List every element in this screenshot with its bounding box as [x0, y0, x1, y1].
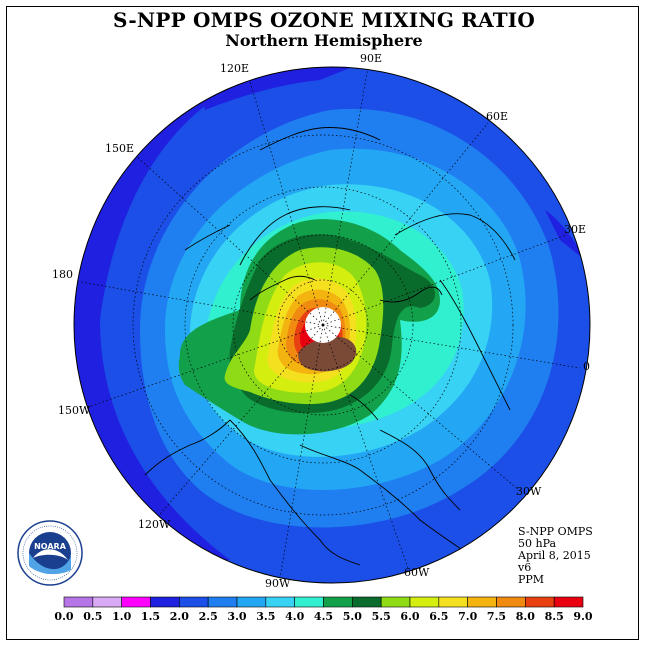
colorbar-label: 6.5	[429, 610, 448, 623]
colorbar-bin	[525, 596, 555, 608]
info-instrument: S-NPP OMPS	[518, 525, 593, 538]
logo-text: NOARA	[34, 542, 67, 551]
colorbar-label: 7.0	[458, 610, 477, 623]
colorbar-label: 3.5	[256, 610, 275, 623]
colorbar-bin	[150, 596, 180, 608]
ozone-field	[74, 67, 590, 583]
lon-label-180: 180	[52, 268, 73, 281]
meridians	[74, 67, 581, 579]
noaa-logo: NOARA	[17, 520, 83, 586]
colorbar-bin	[92, 596, 122, 608]
colorbar-label: 1.0	[112, 610, 131, 623]
colorbar-bin	[121, 596, 151, 608]
lon-label-150e: 150E	[105, 142, 134, 155]
colorbar-label: 1.5	[141, 610, 160, 623]
colorbar-label: 4.5	[314, 610, 333, 623]
contour-1.5-north	[200, 67, 360, 110]
colorbar-label: 4.0	[285, 610, 304, 623]
colorbar-label: 0.5	[83, 610, 102, 623]
colorbar-label: 0.0	[54, 610, 73, 623]
lon-label-90w: 90W	[265, 577, 291, 590]
map-title: S-NPP OMPS OZONE MIXING RATIO	[113, 8, 535, 32]
colorbar-bin	[496, 596, 526, 608]
info-units: PPM	[518, 573, 545, 586]
colorbar-bin	[294, 596, 324, 608]
colorbar-bin	[179, 596, 209, 608]
colorbar-bin	[207, 596, 238, 608]
contour-9.0	[298, 336, 357, 372]
colorbar-label: 3.0	[227, 610, 246, 623]
colorbar-label: 6.0	[400, 610, 419, 623]
colorbar-bin	[63, 596, 94, 608]
colorbar-label: 5.0	[343, 610, 362, 623]
contour-1.5-east	[545, 210, 585, 260]
colorbar-bin	[236, 596, 267, 608]
colorbar-bin	[553, 596, 584, 608]
lon-label-90e: 90E	[360, 52, 382, 65]
info-version: v6	[518, 561, 532, 574]
lon-label-30w: 30W	[516, 485, 542, 498]
coastlines	[144, 127, 516, 566]
map-subtitle: Northern Hemisphere	[225, 31, 423, 50]
info-date: April 8, 2015	[518, 549, 591, 562]
latitude-circles	[132, 134, 514, 516]
colorbar-label: 8.5	[545, 610, 564, 623]
colorbar-bin	[265, 596, 295, 608]
lon-label-60e: 60E	[486, 110, 508, 123]
colorbar-label: 9.0	[573, 610, 592, 623]
colorbar-label: 8.0	[516, 610, 535, 623]
colorbar-bin	[467, 596, 497, 608]
figure-border	[6, 6, 639, 640]
longitude-labels: 90E 60E 30E 0 30W 60W 90W 120W 150W 180 …	[52, 52, 590, 590]
colorbar-bin	[352, 596, 382, 608]
lon-label-150w: 150W	[58, 404, 91, 417]
colorbar-label: 5.5	[372, 610, 391, 623]
colorbar-bin	[438, 596, 468, 608]
colorbar-bin	[409, 596, 440, 608]
lon-label-60w: 60W	[404, 566, 430, 579]
colorbar-label: 2.5	[199, 610, 218, 623]
info-pressure: 50 hPa	[518, 537, 557, 550]
lon-label-30e: 30E	[564, 223, 586, 236]
colorbar-label: 2.0	[170, 610, 189, 623]
colorbar-label: 7.5	[487, 610, 506, 623]
colorbar-bin	[380, 596, 411, 608]
lon-label-0: 0	[583, 360, 590, 373]
lon-label-120e: 120E	[220, 62, 249, 75]
colorbar: 0.0 0.5 1.0 1.5 2.0 2.5 3.0 3.5 4.0 4.5 5.0 5.5 6.0 6…	[54, 596, 593, 623]
map-outline	[73, 66, 591, 584]
colorbar-bin	[323, 596, 353, 608]
lon-label-120w: 120W	[138, 518, 171, 531]
metadata-block: S-NPP OMPS 50 hPa April 8, 2015 v6 PPM	[518, 526, 593, 586]
